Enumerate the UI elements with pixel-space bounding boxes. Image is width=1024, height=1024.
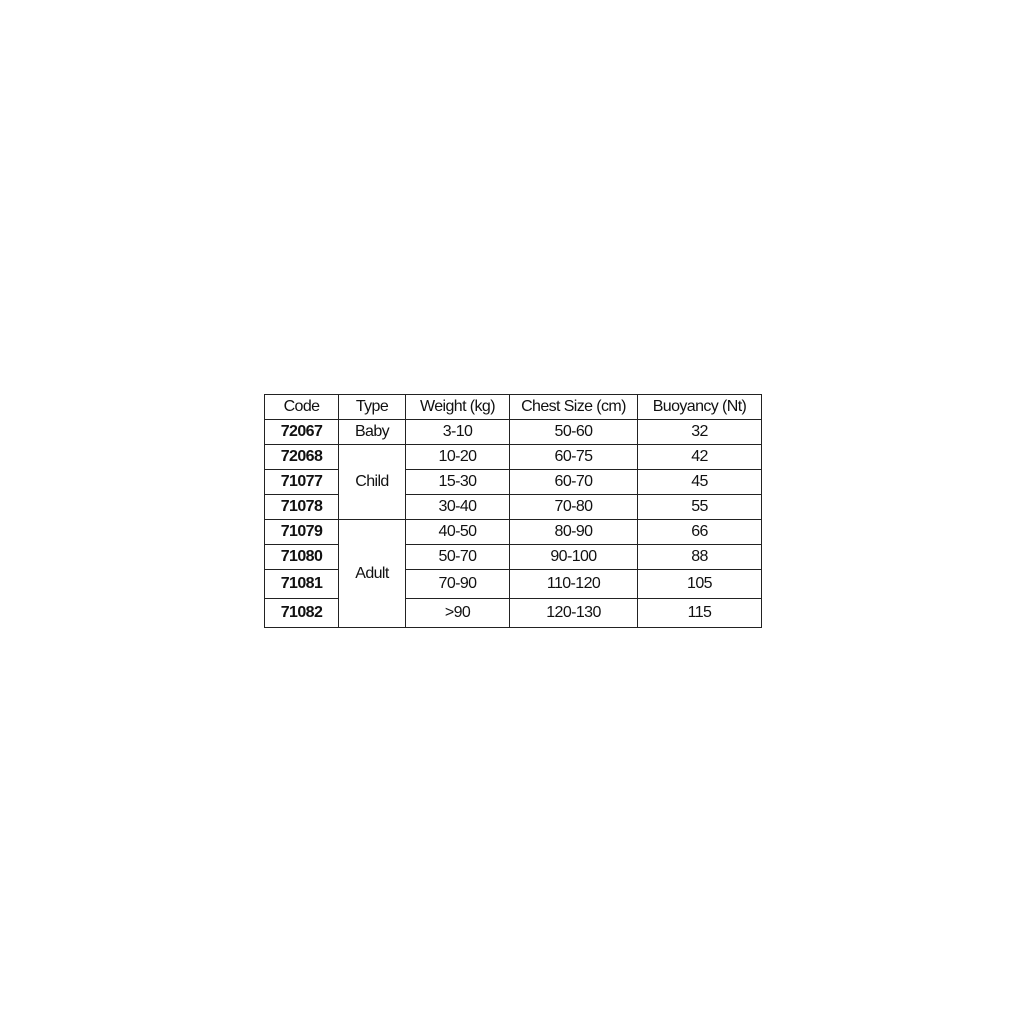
buoyancy-cell: 105 — [637, 569, 762, 599]
header-code: Code — [264, 394, 339, 420]
buoyancy-cell: 88 — [637, 544, 762, 570]
buoyancy-cell: 115 — [637, 598, 762, 628]
weight-cell: 70-90 — [405, 569, 510, 599]
chest-cell: 70-80 — [509, 494, 638, 520]
header-row: Code Type Weight (kg) Chest Size (cm) Bu… — [264, 394, 762, 420]
chest-cell: 50-60 — [509, 419, 638, 445]
table-row: 71079 Adult 40-50 80-90 66 — [264, 519, 762, 628]
table-row: 72068 Child 10-20 60-75 42 — [264, 444, 762, 520]
chest-cell: 110-120 — [509, 569, 638, 599]
weight-cell: 15-30 — [405, 469, 510, 495]
type-cell: Child — [338, 444, 406, 520]
table-row: 72067 Baby 3-10 50-60 32 — [264, 419, 762, 445]
weight-cell: 50-70 — [405, 544, 510, 570]
weight-cell: 3-10 — [405, 419, 510, 445]
table-row: 71077 15-30 60-70 45 — [264, 469, 762, 495]
buoyancy-cell: 42 — [637, 444, 762, 470]
buoyancy-cell: 55 — [637, 494, 762, 520]
weight-cell: 40-50 — [405, 519, 510, 545]
weight-cell: >90 — [405, 598, 510, 628]
weight-cell: 30-40 — [405, 494, 510, 520]
header-type: Type — [338, 394, 406, 420]
header-weight: Weight (kg) — [405, 394, 510, 420]
table-row: 71080 50-70 90-100 88 — [264, 544, 762, 570]
size-chart-table: Code Type Weight (kg) Chest Size (cm) Bu… — [264, 394, 762, 628]
chest-cell: 80-90 — [509, 519, 638, 545]
header-buoyancy: Buoyancy (Nt) — [637, 394, 762, 420]
table-row: 71081 70-90 110-120 105 — [264, 569, 762, 599]
type-cell: Adult — [338, 519, 406, 628]
chest-cell: 120-130 — [509, 598, 638, 628]
code-cell: 71081 — [264, 569, 339, 599]
code-cell: 72068 — [264, 444, 339, 470]
code-cell: 71077 — [264, 469, 339, 495]
code-cell: 71082 — [264, 598, 339, 628]
code-cell: 72067 — [264, 419, 339, 445]
chest-cell: 60-75 — [509, 444, 638, 470]
code-cell: 71078 — [264, 494, 339, 520]
chest-cell: 90-100 — [509, 544, 638, 570]
buoyancy-cell: 32 — [637, 419, 762, 445]
table-row: 71078 30-40 70-80 55 — [264, 494, 762, 520]
buoyancy-cell: 66 — [637, 519, 762, 545]
code-cell: 71079 — [264, 519, 339, 545]
type-cell: Baby — [338, 419, 406, 445]
buoyancy-cell: 45 — [637, 469, 762, 495]
header-chest: Chest Size (cm) — [509, 394, 638, 420]
weight-cell: 10-20 — [405, 444, 510, 470]
table-row: 71082 >90 120-130 115 — [264, 598, 762, 628]
code-cell: 71080 — [264, 544, 339, 570]
chest-cell: 60-70 — [509, 469, 638, 495]
